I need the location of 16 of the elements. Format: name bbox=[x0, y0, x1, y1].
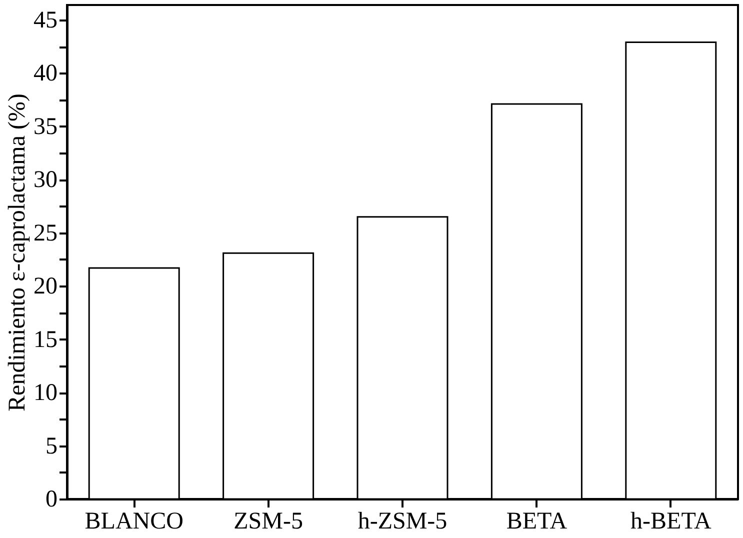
x-tick-label: h-ZSM-5 bbox=[358, 508, 448, 534]
y-tick-label: 40 bbox=[34, 60, 58, 87]
y-tick-label: 45 bbox=[34, 7, 58, 34]
x-tick-label: h-BETA bbox=[630, 508, 712, 534]
y-tick-label: 30 bbox=[34, 167, 58, 194]
x-tick-label: BLANCO bbox=[84, 508, 184, 534]
x-tick-label: BETA bbox=[506, 508, 568, 534]
y-tick-label: 15 bbox=[34, 326, 58, 353]
y-tick-label: 0 bbox=[46, 486, 58, 512]
y-tick-label: 10 bbox=[34, 380, 58, 406]
y-axis-title: Rendimiento ε-caprolactama (%) bbox=[4, 94, 30, 412]
y-tick-label: 5 bbox=[46, 433, 58, 460]
x-tick-label: ZSM-5 bbox=[234, 508, 303, 534]
y-tick-label: 25 bbox=[34, 220, 58, 246]
y-tick-label: 35 bbox=[34, 114, 58, 140]
y-tick-label: 20 bbox=[34, 274, 58, 300]
